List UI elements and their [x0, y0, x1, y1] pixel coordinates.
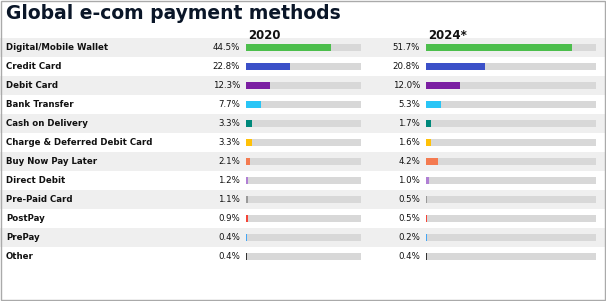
Bar — [246, 196, 361, 203]
Bar — [0, 38, 606, 57]
Bar — [426, 101, 441, 108]
Text: PostPay: PostPay — [6, 214, 45, 223]
Text: Credit Card: Credit Card — [6, 62, 61, 71]
Bar — [246, 234, 361, 241]
Text: 12.3%: 12.3% — [213, 81, 240, 90]
Bar — [426, 196, 596, 203]
Text: 20.8%: 20.8% — [393, 62, 420, 71]
Bar — [246, 120, 361, 127]
Text: Direct Debit: Direct Debit — [6, 176, 65, 185]
Text: Charge & Deferred Debit Card: Charge & Deferred Debit Card — [6, 138, 152, 147]
Text: Debit Card: Debit Card — [6, 81, 58, 90]
Bar — [246, 253, 247, 260]
Bar — [426, 158, 438, 165]
Text: Bank Transfer: Bank Transfer — [6, 100, 73, 109]
Bar — [246, 63, 361, 70]
Bar — [426, 120, 596, 127]
Bar — [246, 253, 361, 260]
Text: 1.0%: 1.0% — [398, 176, 420, 185]
Bar — [426, 82, 596, 89]
Bar — [0, 190, 606, 209]
Text: 22.8%: 22.8% — [213, 62, 240, 71]
Bar — [246, 177, 248, 184]
Bar — [246, 139, 361, 146]
Bar — [426, 63, 596, 70]
Bar — [0, 114, 606, 133]
Bar — [426, 101, 596, 108]
Bar — [426, 177, 596, 184]
Bar — [426, 44, 596, 51]
Bar — [246, 101, 261, 108]
Bar — [246, 44, 331, 51]
Text: 4.2%: 4.2% — [398, 157, 420, 166]
Bar — [426, 234, 596, 241]
Text: 7.7%: 7.7% — [218, 100, 240, 109]
Bar — [426, 215, 427, 222]
Text: 0.4%: 0.4% — [218, 252, 240, 261]
Bar — [246, 215, 248, 222]
Bar — [246, 234, 247, 241]
Text: 2.1%: 2.1% — [218, 157, 240, 166]
Text: 0.2%: 0.2% — [398, 233, 420, 242]
Bar — [426, 139, 430, 146]
Bar — [246, 196, 248, 203]
Bar — [0, 152, 606, 171]
Text: 3.3%: 3.3% — [218, 119, 240, 128]
Text: Other: Other — [6, 252, 34, 261]
Bar — [246, 158, 361, 165]
Text: 0.9%: 0.9% — [218, 214, 240, 223]
Bar — [246, 177, 361, 184]
Text: 2024*: 2024* — [428, 29, 467, 42]
Text: 0.5%: 0.5% — [398, 195, 420, 204]
Text: 2020: 2020 — [248, 29, 281, 42]
Bar — [0, 76, 606, 95]
Bar — [246, 82, 361, 89]
Bar — [246, 63, 290, 70]
Bar — [426, 177, 429, 184]
Bar — [426, 120, 431, 127]
Text: 0.4%: 0.4% — [398, 252, 420, 261]
Text: 1.6%: 1.6% — [398, 138, 420, 147]
Bar — [0, 228, 606, 247]
Bar — [246, 139, 252, 146]
Text: 5.3%: 5.3% — [398, 100, 420, 109]
Text: Cash on Delivery: Cash on Delivery — [6, 119, 88, 128]
Text: 1.1%: 1.1% — [218, 195, 240, 204]
Bar — [246, 82, 270, 89]
Bar — [426, 253, 427, 260]
Bar — [246, 215, 361, 222]
Text: 0.5%: 0.5% — [398, 214, 420, 223]
Text: 3.3%: 3.3% — [218, 138, 240, 147]
Text: 0.4%: 0.4% — [218, 233, 240, 242]
Text: Digital/Mobile Wallet: Digital/Mobile Wallet — [6, 43, 108, 52]
Bar — [426, 139, 596, 146]
Bar — [426, 215, 596, 222]
Text: Global e-com payment methods: Global e-com payment methods — [6, 4, 341, 23]
Text: 51.7%: 51.7% — [393, 43, 420, 52]
Bar — [246, 44, 361, 51]
Bar — [426, 158, 596, 165]
Text: 1.2%: 1.2% — [218, 176, 240, 185]
Bar — [426, 196, 427, 203]
Text: 44.5%: 44.5% — [213, 43, 240, 52]
Text: PrePay: PrePay — [6, 233, 39, 242]
Bar — [426, 63, 485, 70]
Bar — [246, 158, 250, 165]
Bar — [426, 82, 460, 89]
Bar — [426, 253, 596, 260]
Bar — [246, 120, 252, 127]
Bar — [246, 101, 361, 108]
Bar — [426, 44, 573, 51]
Text: Pre-Paid Card: Pre-Paid Card — [6, 195, 73, 204]
Text: 12.0%: 12.0% — [393, 81, 420, 90]
Text: Buy Now Pay Later: Buy Now Pay Later — [6, 157, 97, 166]
Text: 1.7%: 1.7% — [398, 119, 420, 128]
